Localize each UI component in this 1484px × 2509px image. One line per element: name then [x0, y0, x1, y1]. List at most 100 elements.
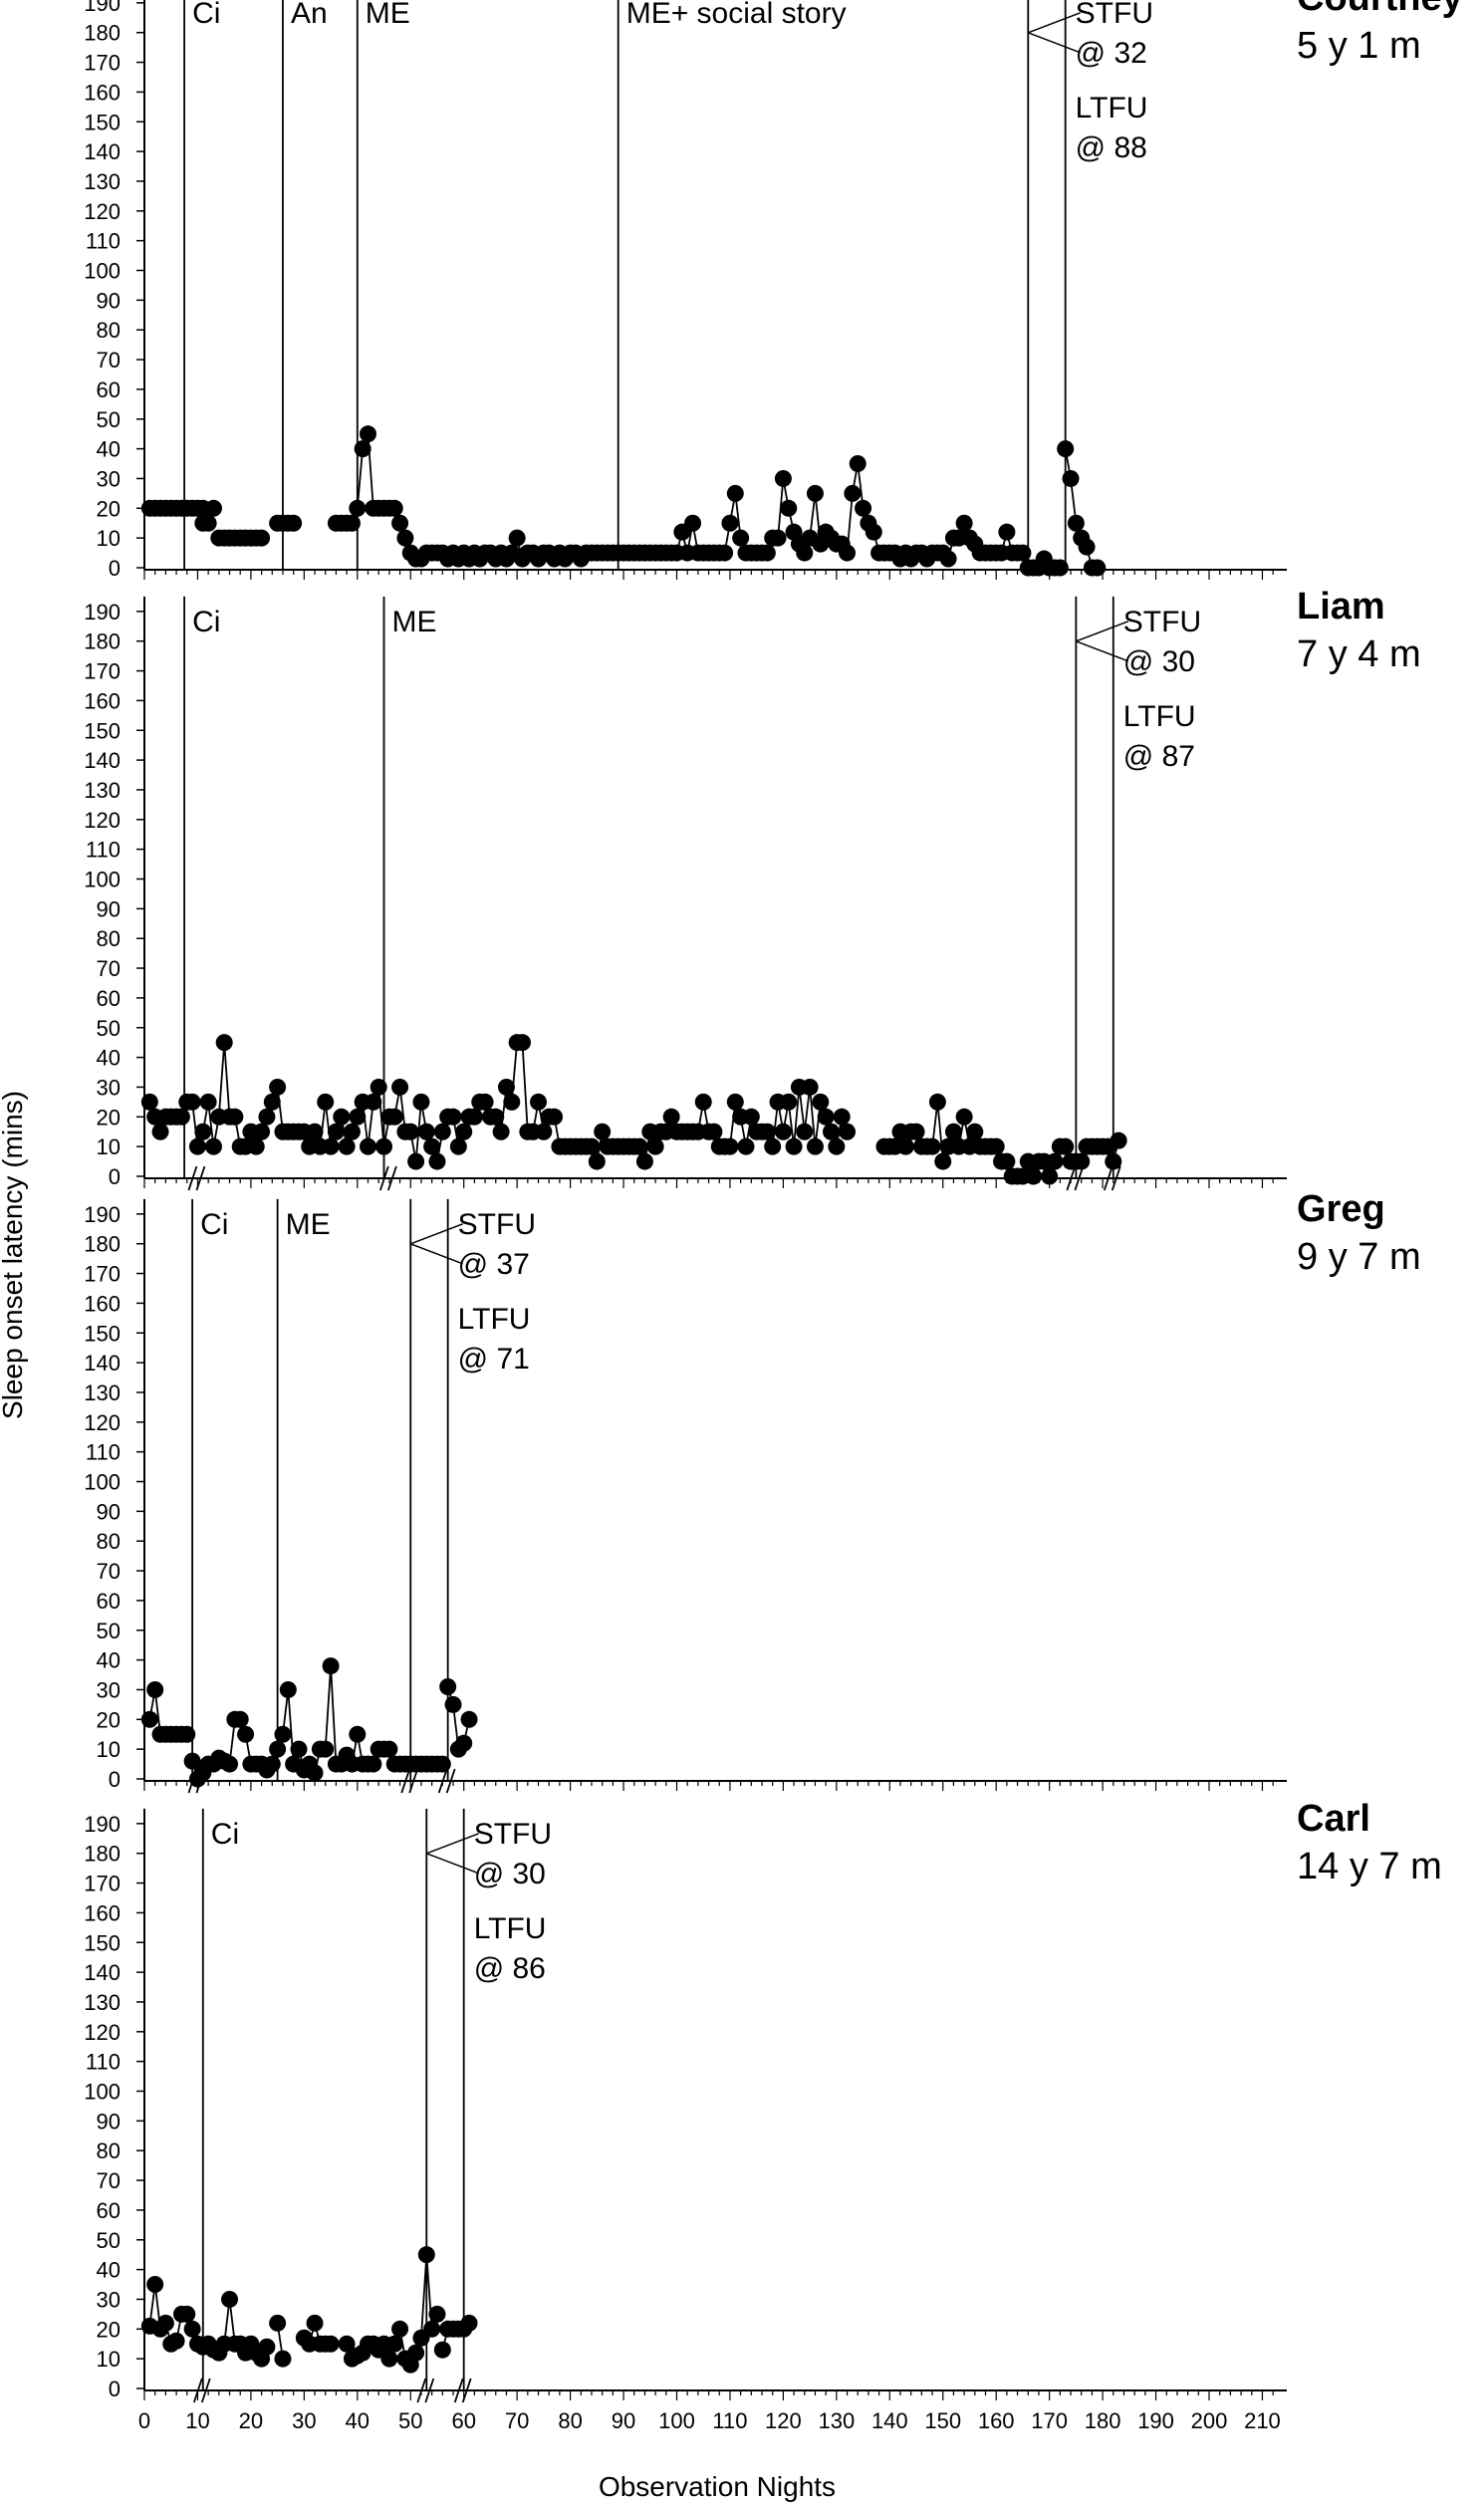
y-tick-label: 160 — [84, 1900, 121, 1925]
data-point — [417, 1123, 435, 1140]
data-point — [317, 1093, 335, 1111]
data-point — [987, 1137, 1005, 1155]
y-tick-label: 60 — [97, 377, 121, 402]
y-tick-label: 130 — [84, 169, 121, 194]
data-point — [758, 544, 776, 562]
data-point — [1078, 538, 1096, 556]
data-point — [460, 2314, 478, 2332]
data-point — [513, 1034, 531, 1052]
y-tick-label: 170 — [84, 51, 121, 76]
data-point — [401, 1123, 419, 1140]
data-point — [385, 2335, 403, 2353]
y-tick-label: 30 — [97, 1677, 121, 1702]
data-point — [546, 1108, 564, 1126]
axis-break-mark — [424, 2378, 435, 2403]
data-point — [955, 514, 973, 532]
y-tick-label: 10 — [97, 1134, 121, 1159]
data-point — [269, 1078, 287, 1096]
data-point — [726, 1093, 744, 1111]
data-point — [407, 1152, 425, 1170]
data-point — [1057, 440, 1075, 458]
y-tick-label: 70 — [97, 956, 121, 981]
data-point — [172, 1108, 190, 1126]
y-tick-label: 120 — [84, 199, 121, 224]
data-point — [646, 1137, 664, 1155]
y-tick-label: 130 — [84, 1380, 121, 1405]
axis-break-mark — [416, 2378, 427, 2403]
stfu-label: STFU — [458, 1208, 536, 1241]
y-tick-label: 100 — [84, 259, 121, 284]
y-tick-label: 20 — [97, 1707, 121, 1732]
phase-label: ME — [286, 1208, 331, 1241]
x-tick-label: 10 — [185, 2408, 209, 2433]
data-point — [322, 1657, 340, 1675]
data-point — [322, 1137, 340, 1155]
data-point — [385, 499, 403, 517]
data-point — [365, 1093, 382, 1111]
axis-break-mark — [453, 2378, 464, 2403]
y-tick-label: 160 — [84, 1291, 121, 1316]
data-point — [178, 1725, 196, 1743]
y-tick-label: 90 — [97, 288, 121, 313]
x-tick-label: 0 — [138, 2408, 150, 2433]
data-point — [183, 2320, 201, 2338]
data-point — [140, 1093, 158, 1111]
data-point — [359, 1137, 376, 1155]
data-point — [844, 484, 862, 502]
data-point — [497, 1078, 515, 1096]
data-point — [737, 1137, 755, 1155]
stfu-pointer-line — [426, 1833, 479, 1855]
data-point — [662, 1108, 680, 1126]
axis-break-mark — [387, 1165, 397, 1191]
y-tick-label: 30 — [97, 1075, 121, 1100]
data-point — [1046, 1152, 1064, 1170]
participant-age: 9 y 7 m — [1297, 1236, 1421, 1278]
data-point — [204, 499, 222, 517]
data-point — [998, 1152, 1016, 1170]
stfu-value-label: @ 37 — [458, 1248, 530, 1281]
data-point — [721, 1137, 739, 1155]
y-tick-label: 60 — [97, 986, 121, 1011]
data-point — [465, 1108, 483, 1126]
axis-break-mark — [461, 2378, 472, 2403]
data-point — [151, 1123, 169, 1140]
axis-break-mark — [1103, 1165, 1113, 1191]
y-tick-label: 40 — [97, 1648, 121, 1673]
y-tick-label: 10 — [97, 1737, 121, 1762]
data-point — [253, 1123, 271, 1140]
data-point — [594, 1123, 612, 1140]
data-point — [338, 2335, 356, 2353]
participant-name: Liam — [1297, 586, 1385, 627]
y-tick-label: 120 — [84, 808, 121, 833]
data-point — [417, 2246, 435, 2264]
data-point — [774, 469, 792, 487]
data-point — [199, 514, 217, 532]
data-point — [221, 1755, 239, 1773]
data-point — [183, 1093, 201, 1111]
data-point — [535, 1123, 553, 1140]
data-point — [1067, 514, 1085, 532]
data-point — [428, 2305, 446, 2323]
data-point — [817, 1108, 835, 1126]
panel-courtney: 0 10 20 30 40 50 60 70 80 90 100 110 120 130 140 150 160… — [84, 0, 1463, 581]
data-point — [1105, 1152, 1122, 1170]
phase-label: ME — [392, 606, 437, 638]
data-point — [167, 2332, 185, 2350]
stfu-pointer-line — [409, 1243, 463, 1265]
y-tick-label: 40 — [97, 2258, 121, 2283]
phase-label: ME — [366, 0, 410, 30]
y-tick-label: 150 — [84, 110, 121, 134]
y-tick-label: 170 — [84, 1262, 121, 1287]
data-point — [146, 1680, 164, 1698]
y-tick-label: 80 — [97, 318, 121, 343]
axis-break-mark — [437, 1768, 448, 1794]
data-point — [365, 1755, 382, 1773]
data-point — [322, 2335, 340, 2353]
axis-break-mark — [1111, 1165, 1121, 1191]
y-tick-label: 150 — [84, 718, 121, 743]
data-point — [742, 1108, 760, 1126]
data-point — [370, 1078, 387, 1096]
x-tick-label: 140 — [871, 2408, 908, 2433]
y-tick-label: 90 — [97, 2109, 121, 2133]
y-tick-label: 20 — [97, 496, 121, 521]
